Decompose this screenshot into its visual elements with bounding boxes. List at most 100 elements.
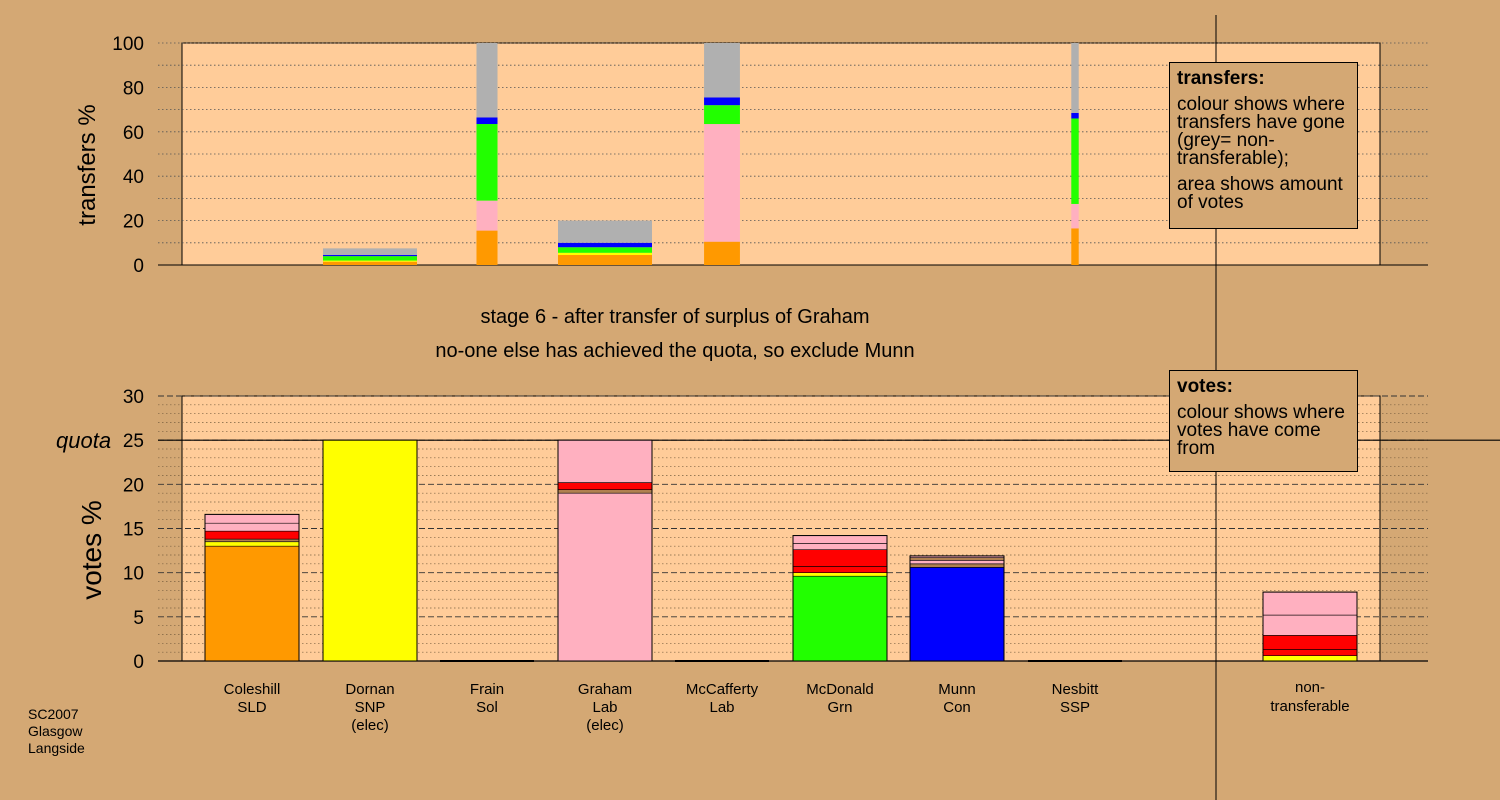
transfers-bar-segment (476, 117, 498, 125)
votes-bar-segment (1262, 614, 1358, 636)
candidate-labels: ColeshillSLDDornanSNP(elec)FrainSolGraha… (224, 679, 1350, 734)
votes-bar-segment (204, 514, 300, 524)
votes-legend-text-1: colour shows where votes have come from (1177, 402, 1345, 459)
transfers-bar-segment (704, 124, 740, 242)
election-footer: SC2007 Glasgow Langside (28, 706, 85, 757)
votes-legend: votes: colour shows where votes have com… (1169, 370, 1358, 472)
transfers-bar-segment (558, 220, 652, 243)
transfers-legend-heading: transfers: (1177, 68, 1265, 89)
votes-bar-outline (792, 535, 888, 662)
transfers-bar-segment (704, 43, 740, 98)
votes-bar-outline (557, 439, 653, 662)
transfers-bar-segment (558, 242, 652, 248)
transfers-bar-segment (558, 255, 652, 265)
votes-bar-segment (557, 482, 653, 490)
transfers-bar-segment (323, 261, 417, 265)
votes-bar-segment (204, 545, 300, 662)
votes-y-tick-label: 20 (123, 475, 144, 496)
transfers-legend-text-1: colour shows where transfers have gone (… (1177, 94, 1345, 169)
transfers-bar-segment (558, 247, 652, 253)
transfers-bar-segment (558, 252, 652, 256)
votes-bar-segment (909, 567, 1005, 662)
votes-bar-segment (204, 530, 300, 540)
transfers-y-tick-label: 80 (123, 78, 144, 99)
votes-bar-segment (557, 492, 653, 662)
votes-legend-heading: votes: (1177, 376, 1233, 397)
votes-bar-segment (909, 559, 1005, 565)
votes-bar-segment (1262, 591, 1358, 616)
quota-label: quota (56, 428, 111, 453)
nontransferable-label: transferable (1270, 698, 1349, 715)
votes-y-tick-label: 30 (123, 387, 144, 408)
transfers-bar-segment (704, 105, 740, 125)
candidate-label: Grn (827, 699, 852, 716)
transfers-y-tick-label: 40 (123, 167, 144, 188)
candidate-label: SLD (237, 699, 266, 716)
votes-bar-segment (1262, 649, 1358, 656)
votes-y-tick-label: 15 (123, 520, 144, 541)
votes-bar-segment (1262, 655, 1358, 662)
votes-y-ticks: 0 5 10 15 20 25 30 (123, 387, 144, 673)
transfers-bars (323, 43, 1079, 265)
candidate-label: (elec) (351, 717, 389, 734)
votes-bar-segment (792, 549, 888, 567)
votes-bar-segment (204, 538, 300, 543)
votes-bar-segment (1262, 635, 1358, 650)
votes-bar-segment (792, 575, 888, 662)
stage-subtitle: no-one else has achieved the quota, so e… (435, 340, 914, 362)
votes-bar-outline (322, 439, 418, 662)
nontransferable-label: non- (1295, 679, 1325, 696)
candidate-label: Coleshill (224, 681, 281, 698)
candidate-label: McCafferty (686, 681, 759, 698)
transfers-y-tick-label: 0 (133, 256, 144, 277)
transfers-y-tick-label: 60 (123, 123, 144, 144)
transfers-y-ticks: 0 20 40 60 80 100 (112, 34, 144, 277)
candidate-label: (elec) (586, 717, 624, 734)
footer-city: Glasgow (28, 723, 83, 739)
votes-bar-outline (1262, 591, 1358, 662)
candidate-label: Dornan (345, 681, 394, 698)
votes-bar-outline (909, 555, 1005, 662)
candidate-label: Frain (470, 681, 504, 698)
transfers-bar-segment (476, 124, 498, 201)
transfers-bar-segment (323, 260, 417, 262)
stage-title: stage 6 - after transfer of surplus of G… (480, 306, 869, 328)
candidate-label: Graham (578, 681, 632, 698)
votes-bar-segment (909, 563, 1005, 568)
candidate-label: Munn (938, 681, 976, 698)
transfers-bar-segment (1071, 118, 1079, 204)
transfers-bar-segment (1071, 203, 1079, 229)
votes-bar-segment (557, 439, 653, 483)
votes-bar-segment (792, 566, 888, 573)
candidate-label: SSP (1060, 699, 1090, 716)
candidate-label: Nesbitt (1052, 681, 1100, 698)
transfers-bar-segment (323, 255, 417, 257)
transfers-bar-segment (323, 256, 417, 261)
transfers-bar-segment (1071, 43, 1079, 113)
candidate-label: Con (943, 699, 971, 716)
transfers-legend-text-2: area shows amount of votes (1177, 174, 1343, 213)
footer-ward: Langside (28, 740, 85, 756)
votes-bar-segment (909, 557, 1005, 561)
candidate-label: Sol (476, 699, 498, 716)
votes-bars (204, 439, 1358, 662)
transfers-bar-segment (476, 200, 498, 231)
votes-bar-segment (792, 535, 888, 544)
votes-bar-segment (792, 572, 888, 577)
transfers-y-tick-label: 100 (112, 34, 144, 55)
transfers-legend: transfers: colour shows where transfers … (1169, 62, 1358, 229)
votes-bar-segment (557, 489, 653, 494)
transfers-bar-segment (476, 230, 498, 265)
votes-y-tick-label: 10 (123, 564, 144, 585)
candidate-label: McDonald (806, 681, 874, 698)
candidate-label: Lab (709, 699, 734, 716)
votes-y-tick-label: 0 (133, 652, 144, 673)
transfers-y-axis-label: transfers % (74, 104, 101, 225)
candidate-label: Lab (592, 699, 617, 716)
transfers-bar-segment (323, 248, 417, 256)
votes-bar-outline (204, 513, 300, 662)
transfers-bar-segment (1071, 228, 1079, 265)
transfers-y-tick-label: 20 (123, 212, 144, 233)
candidate-label: SNP (355, 699, 386, 716)
votes-bar-segment (792, 543, 888, 550)
